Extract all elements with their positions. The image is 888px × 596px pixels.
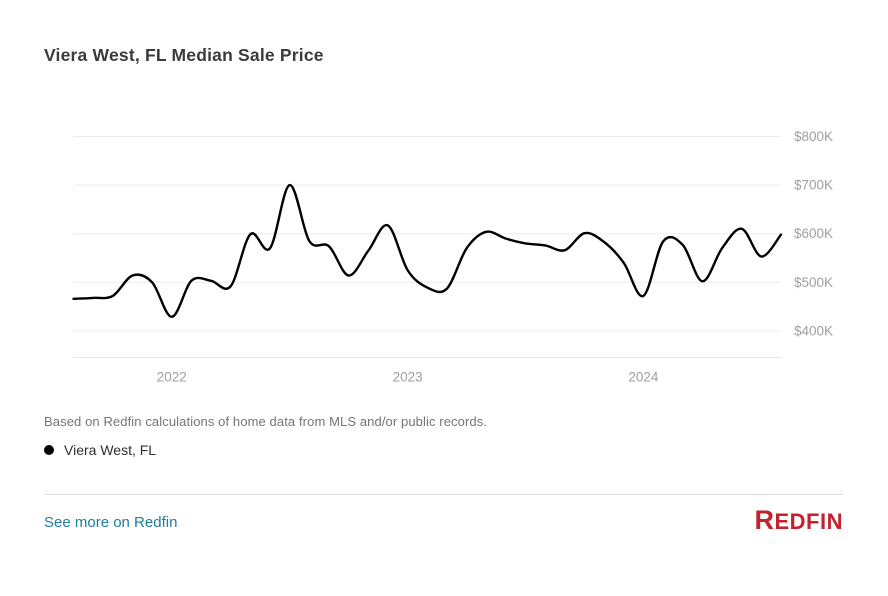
median-sale-price-chart[interactable]: $800K $700K $600K $500K $400K 2022 2023 2024 xyxy=(0,0,888,400)
x-axis-label-2022: 2022 xyxy=(157,370,187,385)
legend-series-label: Viera West, FL xyxy=(64,442,157,458)
redfin-logo-rest: EDFIN xyxy=(774,509,843,534)
median-sale-price-line[interactable] xyxy=(72,183,783,318)
y-axis-label-800k: $800K xyxy=(794,129,833,144)
y-axis-label-500k: $500K xyxy=(794,275,833,290)
x-axis-label-2023: 2023 xyxy=(393,370,423,385)
chart-footnote: Based on Redfin calculations of home dat… xyxy=(44,414,488,429)
see-more-on-redfin-link[interactable]: See more on Redfin xyxy=(44,514,178,531)
chart-legend: Viera West, FL xyxy=(44,442,156,458)
legend-marker-dot-icon xyxy=(44,445,54,455)
y-axis-label-700k: $700K xyxy=(794,178,833,193)
footer-divider xyxy=(44,494,843,495)
redfin-logo-first-letter: R xyxy=(754,505,775,535)
page-title: Viera West, FL Median Sale Price xyxy=(44,45,324,65)
y-axis-label-400k: $400K xyxy=(794,323,833,338)
redfin-logo: REDFIN xyxy=(755,505,844,537)
y-axis-label-600k: $600K xyxy=(794,226,833,241)
x-axis-label-2024: 2024 xyxy=(628,370,659,385)
